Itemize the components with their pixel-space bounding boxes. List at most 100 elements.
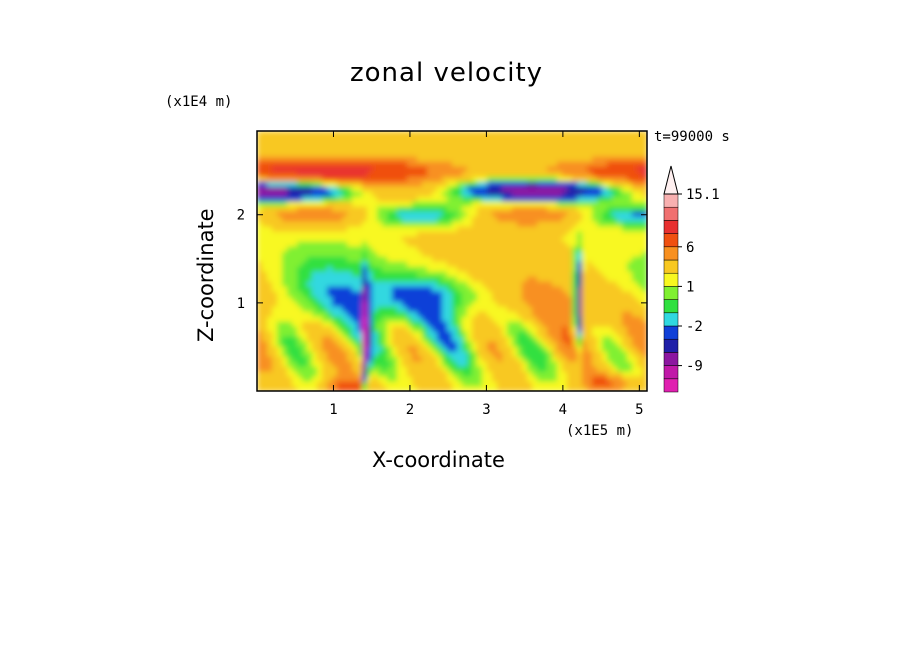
field-cell (292, 361, 298, 367)
field-cell (417, 216, 423, 222)
field-cell (547, 376, 553, 382)
field-cell (257, 161, 263, 167)
field-cell (422, 346, 428, 352)
field-cell (632, 251, 638, 257)
field-cell (282, 221, 288, 227)
field-cell (487, 166, 493, 172)
field-cell (497, 366, 503, 372)
field-cell (342, 231, 348, 237)
field-cell (527, 321, 533, 327)
field-cell (452, 351, 458, 357)
field-cell (452, 206, 458, 212)
field-cell (287, 386, 293, 391)
field-cell (467, 326, 473, 332)
field-cell (477, 236, 483, 242)
field-cell (557, 311, 563, 317)
field-cell (537, 181, 543, 187)
field-cell (412, 136, 418, 142)
field-cell (627, 211, 633, 217)
field-cell (257, 236, 263, 242)
field-cell (517, 156, 523, 162)
field-cell (512, 161, 518, 167)
field-cell (562, 346, 568, 352)
field-cell (502, 296, 508, 302)
field-cell (482, 156, 488, 162)
field-cell (432, 371, 438, 377)
field-cell (502, 336, 508, 342)
field-cell (632, 351, 638, 357)
field-cell (537, 371, 543, 377)
field-cell (262, 181, 268, 187)
field-cell (457, 336, 463, 342)
field-cell (552, 271, 558, 277)
field-cell (267, 286, 273, 292)
field-cell (387, 266, 393, 272)
field-cell (572, 271, 578, 277)
field-cell (257, 191, 263, 197)
field-cell (432, 191, 438, 197)
field-cell (347, 251, 353, 257)
field-cell (327, 186, 333, 192)
field-cell (492, 316, 498, 322)
field-cell (312, 241, 318, 247)
field-cell (577, 386, 583, 391)
field-cell (372, 251, 378, 257)
field-cell (442, 326, 448, 332)
field-cell (392, 281, 398, 287)
field-cell (527, 161, 533, 167)
field-cell (327, 181, 333, 187)
field-cell (612, 191, 618, 197)
field-cell (352, 206, 358, 212)
field-cell (527, 201, 533, 207)
field-cell (417, 226, 423, 232)
field-cell (332, 371, 338, 377)
field-cell (267, 216, 273, 222)
field-cell (552, 131, 558, 137)
field-cell (497, 156, 503, 162)
field-cell (572, 286, 578, 292)
field-cell (352, 306, 358, 312)
field-cell (477, 161, 483, 167)
field-cell (447, 236, 453, 242)
field-cell (557, 271, 563, 277)
field-cell (427, 296, 433, 302)
field-cell (577, 206, 583, 212)
field-cell (627, 166, 633, 172)
field-cell (577, 366, 583, 372)
field-cell (367, 231, 373, 237)
field-cell (552, 246, 558, 252)
field-cell (292, 201, 298, 207)
field-cell (257, 201, 263, 207)
field-cell (372, 191, 378, 197)
field-cell (622, 281, 628, 287)
field-cell (282, 186, 288, 192)
field-cell (627, 306, 633, 312)
field-cell (272, 186, 278, 192)
field-cell (597, 186, 603, 192)
field-cell (592, 286, 598, 292)
field-cell (297, 316, 303, 322)
field-cell (367, 341, 373, 347)
field-cell (522, 321, 528, 327)
field-cell (522, 251, 528, 257)
field-cell (267, 171, 273, 177)
field-cell (472, 261, 478, 267)
field-cell (377, 301, 383, 307)
field-cell (602, 161, 608, 167)
field-cell (287, 246, 293, 252)
field-cell (552, 361, 558, 367)
field-cell (532, 351, 538, 357)
field-cell (532, 206, 538, 212)
field-cell (452, 276, 458, 282)
field-cell (497, 166, 503, 172)
field-cell (342, 156, 348, 162)
field-cell (517, 306, 523, 312)
field-cell (617, 361, 623, 367)
field-cell (492, 356, 498, 362)
field-cell (382, 221, 388, 227)
field-cell (417, 286, 423, 292)
field-cell (567, 381, 573, 387)
field-cell (457, 346, 463, 352)
field-cell (577, 176, 583, 182)
field-cell (612, 211, 618, 217)
